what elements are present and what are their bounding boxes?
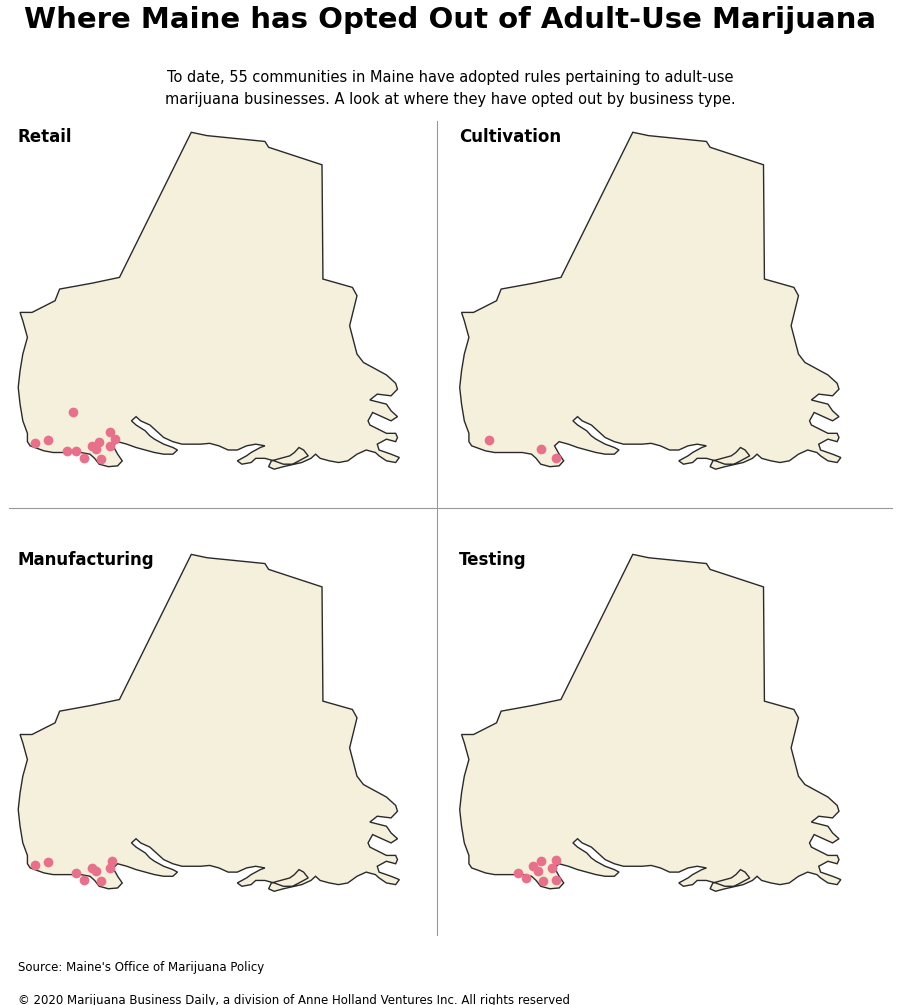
Text: Testing: Testing [459, 551, 526, 569]
Text: Cultivation: Cultivation [459, 129, 561, 147]
Text: Retail: Retail [17, 129, 72, 147]
Polygon shape [18, 555, 399, 891]
Text: © 2020 Marijuana Business Daily, a division of Anne Holland Ventures Inc. All ri: © 2020 Marijuana Business Daily, a divis… [18, 994, 570, 1005]
Text: To date, 55 communities in Maine have adopted rules pertaining to adult-use
mari: To date, 55 communities in Maine have ad… [165, 70, 736, 108]
Polygon shape [460, 555, 841, 891]
Polygon shape [460, 133, 841, 469]
Text: Source: Maine's Office of Marijuana Policy: Source: Maine's Office of Marijuana Poli… [18, 961, 264, 974]
Text: Where Maine has Opted Out of Adult-Use Marijuana: Where Maine has Opted Out of Adult-Use M… [24, 6, 877, 34]
Text: Manufacturing: Manufacturing [17, 551, 154, 569]
Polygon shape [18, 133, 399, 469]
